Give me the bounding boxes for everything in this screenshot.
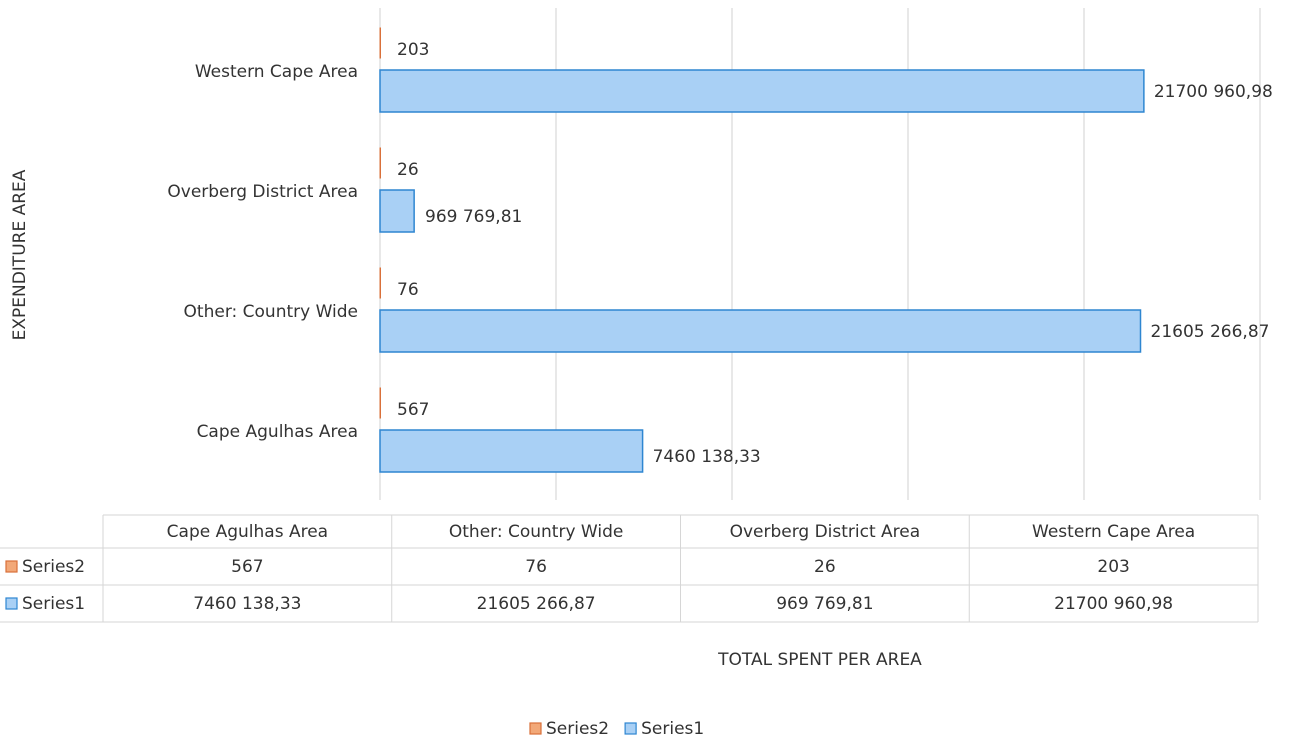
table-cell: 203 bbox=[1097, 557, 1129, 577]
data-label: 21605 266,87 bbox=[1151, 322, 1270, 342]
table-header: Cape Agulhas Area bbox=[167, 522, 328, 542]
table-cell: 567 bbox=[231, 557, 263, 577]
data-label: 203 bbox=[397, 40, 429, 60]
y-tick-label: Overberg District Area bbox=[167, 182, 358, 202]
y-axis-label: EXPENDITURE AREA bbox=[10, 169, 30, 340]
data-label: 21700 960,98 bbox=[1154, 82, 1273, 102]
y-tick-label: Other: Country Wide bbox=[184, 302, 358, 322]
table-row-label: Series1 bbox=[22, 594, 85, 614]
legend-key bbox=[5, 560, 18, 573]
legend-label: Series1 bbox=[641, 719, 704, 739]
data-label: 7460 138,33 bbox=[653, 447, 761, 467]
table-cell: 969 769,81 bbox=[776, 594, 873, 614]
data-label: 76 bbox=[397, 280, 419, 300]
table-cell: 21700 960,98 bbox=[1054, 594, 1173, 614]
table-cell: 26 bbox=[814, 557, 836, 577]
bar bbox=[379, 147, 381, 179]
table-header: Overberg District Area bbox=[730, 522, 921, 542]
table-cell: 21605 266,87 bbox=[477, 594, 596, 614]
table-header: Western Cape Area bbox=[1032, 522, 1195, 542]
bar bbox=[379, 69, 1145, 113]
data-label: 567 bbox=[397, 400, 429, 420]
table-cell: 7460 138,33 bbox=[193, 594, 301, 614]
legend-key bbox=[5, 597, 18, 610]
table-row-label: Series2 bbox=[22, 557, 85, 577]
bar bbox=[379, 429, 644, 473]
y-tick-label: Cape Agulhas Area bbox=[197, 422, 358, 442]
data-label: 26 bbox=[397, 160, 419, 180]
bar bbox=[379, 27, 381, 59]
bar bbox=[379, 387, 381, 419]
bar bbox=[379, 267, 381, 299]
y-tick-label: Western Cape Area bbox=[195, 62, 358, 82]
x-axis-label: TOTAL SPENT PER AREA bbox=[717, 650, 922, 670]
legend-label: Series2 bbox=[546, 719, 609, 739]
table-cell: 76 bbox=[525, 557, 547, 577]
bar bbox=[379, 309, 1142, 353]
legend-key bbox=[529, 722, 542, 735]
table-header: Other: Country Wide bbox=[449, 522, 623, 542]
bar bbox=[379, 189, 415, 233]
legend-key bbox=[624, 722, 637, 735]
data-label: 969 769,81 bbox=[425, 207, 522, 227]
